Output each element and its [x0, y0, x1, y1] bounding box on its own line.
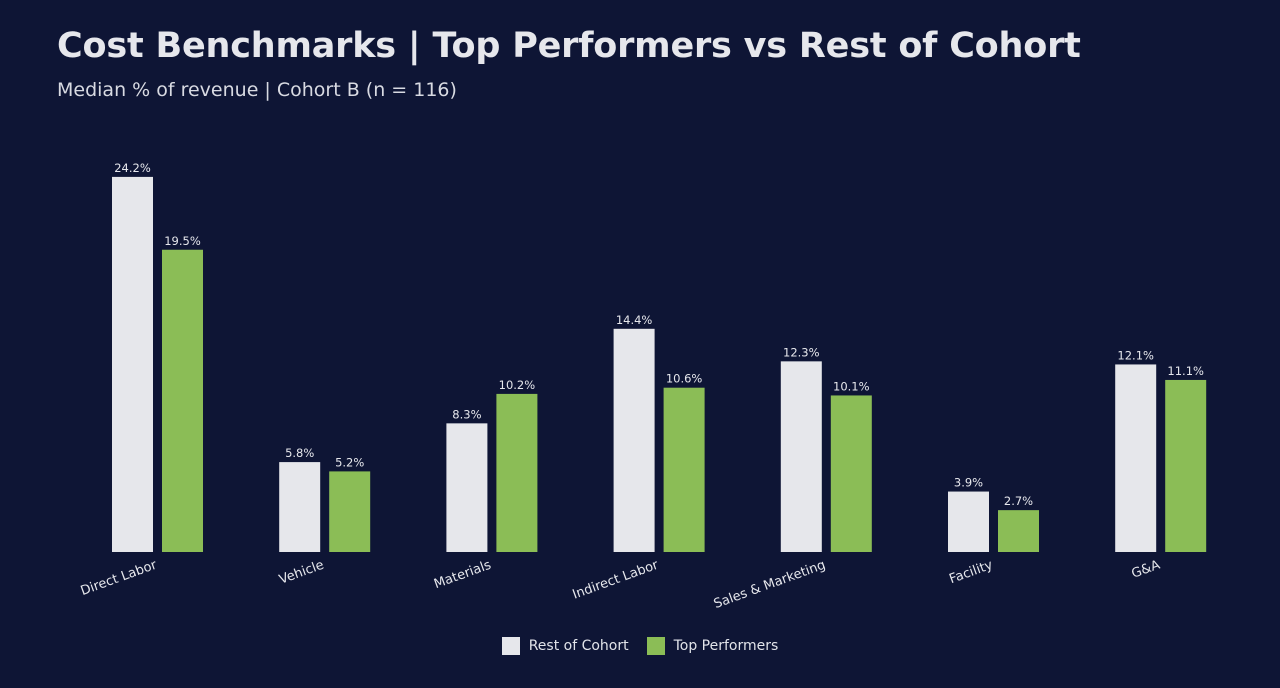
data-label-rest-of-cohort-vehicle: 5.8% [285, 446, 314, 460]
data-label-top-performers-facility: 2.7% [1004, 494, 1033, 508]
x-tick-label-materials: Materials [432, 558, 493, 593]
data-label-top-performers-g-a: 11.1% [1167, 364, 1204, 378]
data-label-rest-of-cohort-materials: 8.3% [452, 407, 481, 421]
bar-rest-of-cohort-sales-marketing [780, 361, 822, 552]
bar-top-performers-direct-labor [162, 249, 203, 552]
chart-subtitle: Median % of revenue | Cohort B (n = 116) [57, 79, 457, 101]
legend-item-rest: Rest of Cohort [501, 637, 629, 655]
bar-top-performers-indirect-labor [663, 387, 705, 552]
data-label-top-performers-direct-labor: 19.5% [164, 234, 201, 248]
data-label-top-performers-sales-marketing: 10.1% [833, 379, 870, 393]
bar-rest-of-cohort-g-a [1115, 364, 1157, 552]
data-label-top-performers-indirect-labor: 10.6% [666, 372, 703, 386]
legend-swatch-rest [501, 637, 520, 655]
bar-rest-of-cohort-materials [446, 423, 488, 552]
legend-label-rest: Rest of Cohort [528, 638, 629, 654]
data-label-top-performers-vehicle: 5.2% [335, 455, 364, 469]
bar-top-performers-g-a [1165, 379, 1207, 552]
legend-item-top: Top Performers [646, 637, 779, 655]
data-label-rest-of-cohort-indirect-labor: 14.4% [616, 313, 653, 327]
bar-rest-of-cohort-direct-labor [112, 176, 153, 552]
data-label-top-performers-materials: 10.2% [499, 378, 536, 392]
legend-label-top: Top Performers [673, 638, 779, 654]
x-tick-label-facility: Facility [947, 558, 995, 588]
chart-legend: Rest of Cohort Top Performers [0, 637, 1280, 655]
x-tick-label-direct-labor: Direct Labor [79, 557, 160, 599]
x-tick-label-g-a: G&A [1130, 558, 1163, 582]
bar-top-performers-facility [998, 510, 1039, 552]
data-label-rest-of-cohort-direct-labor: 24.2% [114, 161, 151, 175]
data-label-rest-of-cohort-facility: 3.9% [954, 476, 983, 490]
bar-rest-of-cohort-facility [948, 491, 989, 552]
bar-top-performers-sales-marketing [830, 395, 872, 552]
x-tick-label-vehicle: Vehicle [277, 558, 326, 588]
x-tick-label-indirect-labor: Indirect Labor [571, 557, 661, 602]
x-tick-label-sales-marketing: Sales & Marketing [712, 558, 828, 612]
data-label-rest-of-cohort-g-a: 12.1% [1117, 348, 1154, 362]
bar-top-performers-vehicle [329, 471, 371, 552]
bar-rest-of-cohort-vehicle [279, 462, 321, 552]
bar-top-performers-materials [496, 393, 538, 552]
bar-rest-of-cohort-indirect-labor [613, 328, 655, 552]
data-label-rest-of-cohort-sales-marketing: 12.3% [783, 345, 820, 359]
legend-swatch-top [646, 637, 665, 655]
chart-title: Cost Benchmarks | Top Performers vs Rest… [57, 26, 1081, 66]
